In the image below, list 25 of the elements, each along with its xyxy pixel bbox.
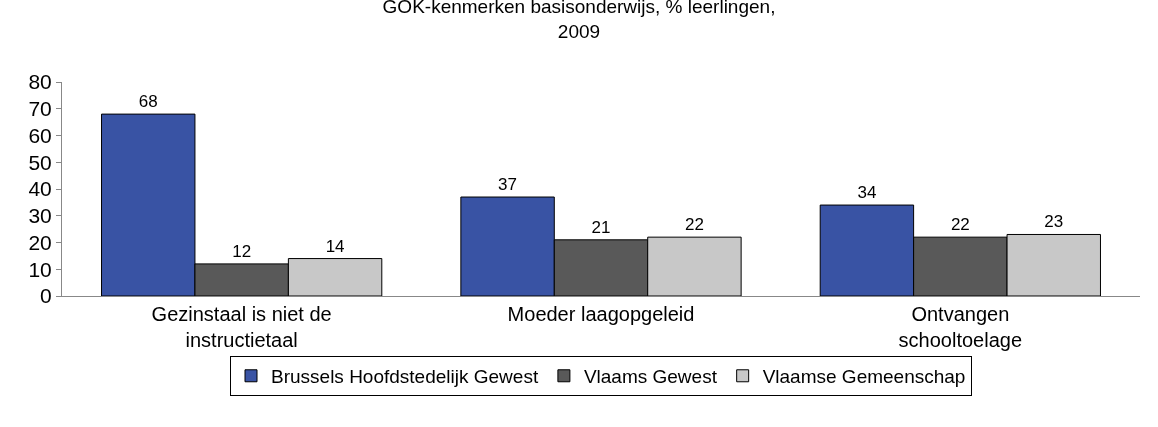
data-label: 14: [325, 236, 345, 256]
legend-label: Vlaams Gewest: [583, 366, 718, 388]
data-label: 34: [857, 183, 877, 203]
y-tick-label: 0: [40, 284, 52, 308]
legend-label: Brussels Hoofdstedelijk Gewest: [271, 366, 539, 388]
data-label: 22: [684, 215, 704, 235]
y-tick-label: 80: [28, 70, 52, 94]
y-tick-label: 70: [28, 97, 52, 121]
chart-title: GOK-kenmerken basisonderwijs, % leerlingen, 2009: [382, 0, 776, 42]
legend-label: Vlaamse Gemeenschap: [762, 366, 966, 388]
data-label: 22: [950, 215, 970, 235]
y-tick-label: 60: [28, 123, 52, 147]
y-tick-label: 10: [28, 257, 52, 281]
y-tick-label: 30: [28, 204, 52, 228]
data-label: 21: [591, 217, 611, 237]
x-tick-label: Moeder laagopgeleid: [507, 303, 695, 325]
data-label: 37: [498, 175, 518, 195]
data-label: 23: [1044, 212, 1064, 232]
y-tick-label: 50: [28, 150, 52, 174]
x-tick-label: Gezinstaal is niet de instructietaal: [151, 303, 332, 351]
data-label: 12: [232, 241, 252, 261]
y-tick-label: 40: [28, 177, 52, 201]
y-tick-label: 20: [28, 230, 52, 254]
x-tick-label: Ontvangen schooltoelage: [898, 303, 1023, 351]
data-label: 68: [138, 92, 158, 112]
